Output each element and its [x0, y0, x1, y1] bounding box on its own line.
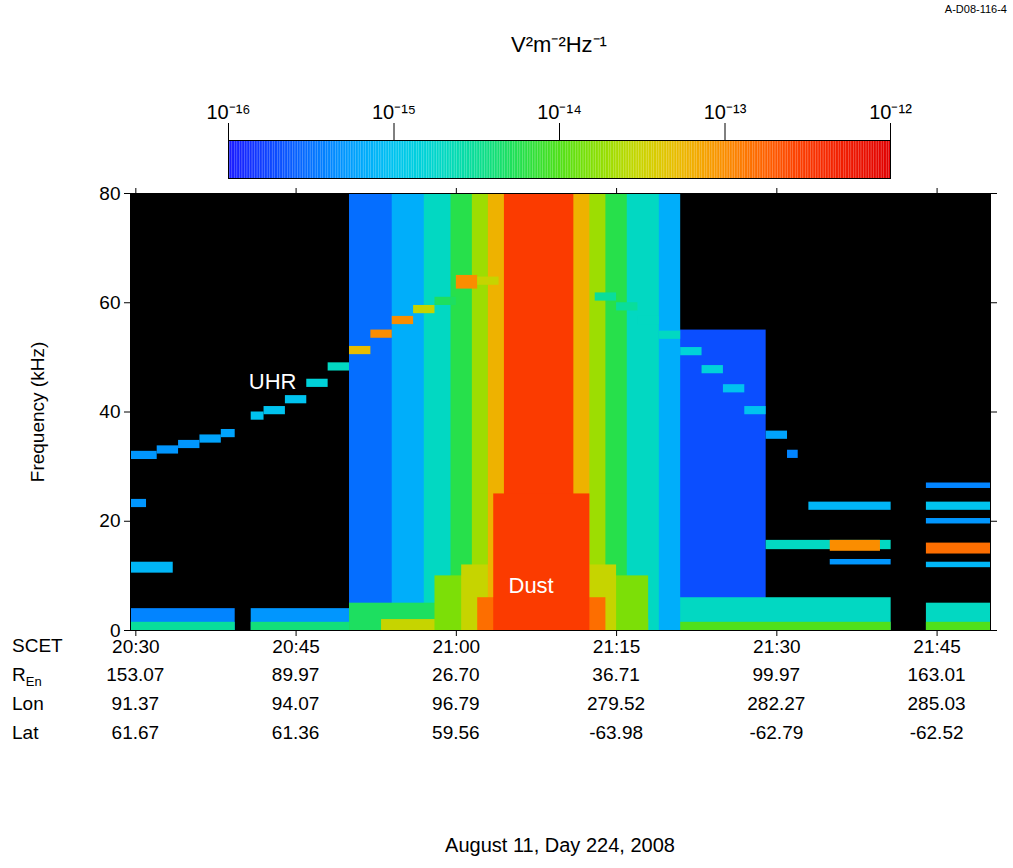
svg-text:10⁻¹⁶: 10⁻¹⁶ — [206, 101, 250, 123]
svg-text:Frequency (kHz): Frequency (kHz) — [27, 342, 48, 482]
svg-text:0: 0 — [110, 620, 121, 641]
svg-text:59.56: 59.56 — [432, 722, 480, 743]
svg-text:89.97: 89.97 — [272, 664, 320, 685]
svg-text:-62.79: -62.79 — [749, 722, 803, 743]
svg-text:26.70: 26.70 — [432, 664, 480, 685]
svg-text:80: 80 — [99, 183, 120, 204]
html-text:August 11, Day 224, 2008: August 11, Day 224, 2008 — [445, 834, 675, 856]
svg-text:REn: REn — [12, 664, 42, 689]
svg-text:21:45: 21:45 — [913, 636, 961, 657]
svg-text:10⁻¹²: 10⁻¹² — [869, 101, 912, 123]
svg-text:10⁻¹⁵: 10⁻¹⁵ — [372, 101, 416, 123]
svg-text:91.37: 91.37 — [112, 693, 160, 714]
svg-text:61.36: 61.36 — [272, 722, 320, 743]
svg-text:21:15: 21:15 — [593, 636, 641, 657]
svg-text:279.52: 279.52 — [587, 693, 645, 714]
svg-text:21:00: 21:00 — [433, 636, 481, 657]
svg-text:163.01: 163.01 — [908, 664, 966, 685]
svg-text:10⁻¹⁴: 10⁻¹⁴ — [537, 101, 582, 123]
svg-text:36.71: 36.71 — [592, 664, 640, 685]
svg-text:-62.52: -62.52 — [910, 722, 964, 743]
svg-text:282.27: 282.27 — [747, 693, 805, 714]
svg-text:Lon: Lon — [12, 693, 44, 714]
svg-text:61.67: 61.67 — [112, 722, 160, 743]
svg-text:60: 60 — [99, 292, 120, 313]
svg-text:285.03: 285.03 — [908, 693, 966, 714]
svg-text:153.07: 153.07 — [106, 664, 164, 685]
html-text:A-D08-116-4: A-D08-116-4 — [944, 3, 1007, 15]
svg-text:Lat: Lat — [12, 722, 39, 743]
svg-text:SCET: SCET — [12, 635, 63, 656]
svg-text:94.07: 94.07 — [272, 693, 320, 714]
svg-text:21:30: 21:30 — [753, 636, 801, 657]
svg-text:20: 20 — [99, 510, 120, 531]
svg-text:UHR: UHR — [249, 369, 297, 394]
html-text:V²m⁻²Hz⁻¹: V²m⁻²Hz⁻¹ — [511, 32, 607, 57]
svg-text:99.97: 99.97 — [753, 664, 801, 685]
svg-text:20:30: 20:30 — [112, 636, 160, 657]
svg-text:96.79: 96.79 — [432, 693, 480, 714]
svg-text:20:45: 20:45 — [272, 636, 320, 657]
svg-text:10⁻¹³: 10⁻¹³ — [704, 101, 747, 123]
svg-text:40: 40 — [99, 401, 120, 422]
svg-text:Dust: Dust — [508, 573, 553, 598]
svg-text:-63.98: -63.98 — [589, 722, 643, 743]
